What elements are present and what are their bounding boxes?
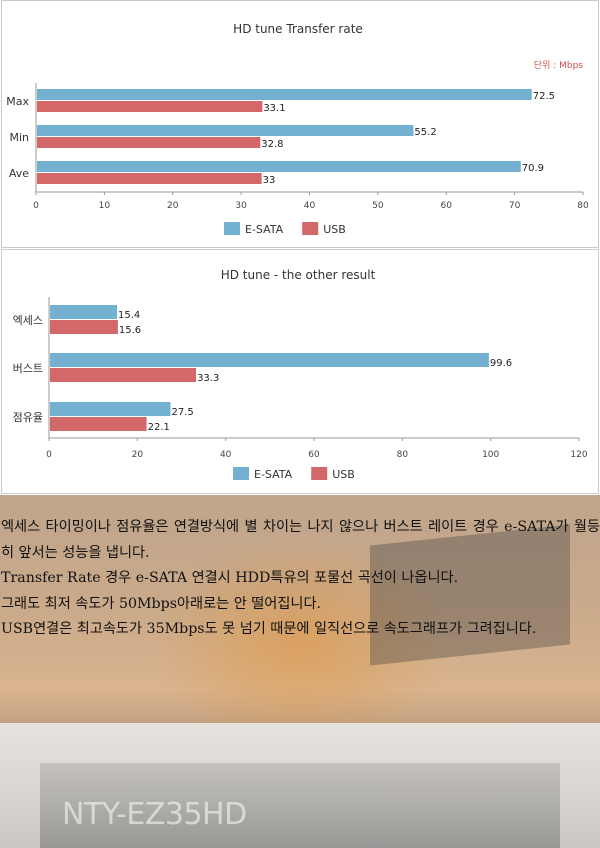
other-result-chart: HD tune - the other result 0 20 40 60 80 100 12… [1, 249, 599, 494]
article-paragraph: USB연결은 최고속도가 35Mbps도 못 넘기 때문에 일직선으로 속도그래… [1, 621, 537, 637]
other-result-chart-svg: HD tune - the other result 0 20 40 60 80 100 12… [13, 268, 588, 481]
category-label: Max [6, 95, 29, 108]
legend-swatch-e-sata [224, 222, 240, 235]
data-label: 15.4 [118, 310, 140, 321]
transfer-rate-chart-svg: HD tune Transfer rate 단위 : Mbps 0 10 20 30 40 5… [6, 22, 589, 236]
x-tick-label: 0 [33, 201, 39, 211]
data-label: 33.1 [263, 103, 285, 114]
chart-title: HD tune - the other result [221, 268, 376, 282]
transfer-rate-chart: HD tune Transfer rate 단위 : Mbps 0 10 20 30 40 5… [1, 0, 599, 248]
legend-label: USB [332, 468, 355, 481]
category-label: 엑세스 [13, 314, 43, 327]
bar-usb [37, 137, 261, 148]
bar-e-sata [50, 305, 118, 319]
article-paragraph: Transfer Rate 경우 e-SATA 연결시 HDD특유의 포물선 곡… [1, 570, 459, 586]
bar-e-sata [37, 161, 521, 172]
x-tick-label: 120 [570, 450, 587, 460]
photo-glow [150, 535, 450, 755]
x-tick-label: 60 [441, 201, 453, 211]
data-label: 55.2 [414, 127, 436, 138]
data-label: 99.6 [490, 358, 512, 369]
data-label: 27.5 [171, 407, 193, 418]
bar-usb [37, 173, 262, 184]
x-tick-label: 10 [99, 201, 111, 211]
legend-label: USB [323, 223, 346, 236]
data-label: 33.3 [197, 373, 219, 384]
category-label: Min [9, 131, 29, 144]
data-label: 70.9 [522, 163, 544, 174]
legend-label: E-SATA [245, 223, 284, 236]
x-tick-label: 30 [235, 201, 247, 211]
x-tick-label: 40 [304, 201, 316, 211]
x-tick-label: 20 [132, 450, 144, 460]
data-label: 22.1 [148, 422, 170, 433]
unit-label: 단위 : Mbps [534, 60, 584, 71]
x-tick-label: 50 [372, 201, 384, 211]
article-text: 엑세스 타이밍이나 점유율은 연결방식에 별 차이는 나지 않으나 버스트 레이… [0, 515, 600, 643]
photo-background: NTY-EZ35HD 엑세스 타이밍이나 점유율은 연결방식에 별 차이는 나지… [0, 495, 600, 848]
lower-photo-panel [0, 723, 600, 848]
x-tick-label: 100 [482, 450, 499, 460]
legend-swatch-usb [302, 222, 319, 235]
bar-usb [37, 101, 263, 112]
bar-usb [50, 368, 197, 382]
article-paragraph: 그래도 최저 속도가 50Mbps아래로는 안 떨어집니다. [1, 595, 322, 612]
bar-usb [50, 320, 118, 334]
category-label: 버스트 [13, 362, 43, 375]
category-label: Ave [9, 167, 29, 180]
product-device-photo [40, 763, 560, 848]
bar-e-sata [37, 125, 414, 136]
bar-e-sata [50, 402, 171, 416]
x-tick-label: 20 [167, 201, 179, 211]
article-paragraph: 엑세스 타이밍이나 점유율은 연결방식에 별 차이는 나지 않으나 버스트 레이… [1, 519, 600, 561]
chart-title: HD tune Transfer rate [233, 22, 363, 36]
data-label: 15.6 [119, 325, 141, 336]
legend-swatch-e-sata [233, 467, 249, 480]
data-label: 32.8 [261, 139, 283, 150]
x-tick-label: 80 [397, 450, 409, 460]
x-tick-label: 80 [577, 201, 589, 211]
bar-e-sata [50, 353, 489, 367]
bar-e-sata [37, 89, 532, 100]
legend-label: E-SATA [254, 468, 293, 481]
x-tick-label: 0 [46, 450, 52, 460]
data-label: 33 [263, 175, 276, 186]
bar-usb [50, 417, 147, 431]
x-tick-label: 60 [308, 450, 320, 460]
legend-swatch-usb [311, 467, 328, 480]
data-label: 72.5 [533, 91, 555, 102]
product-watermark: NTY-EZ35HD [62, 797, 247, 832]
x-tick-label: 70 [509, 201, 521, 211]
category-label: 점유율 [13, 411, 43, 424]
x-tick-label: 40 [220, 450, 232, 460]
